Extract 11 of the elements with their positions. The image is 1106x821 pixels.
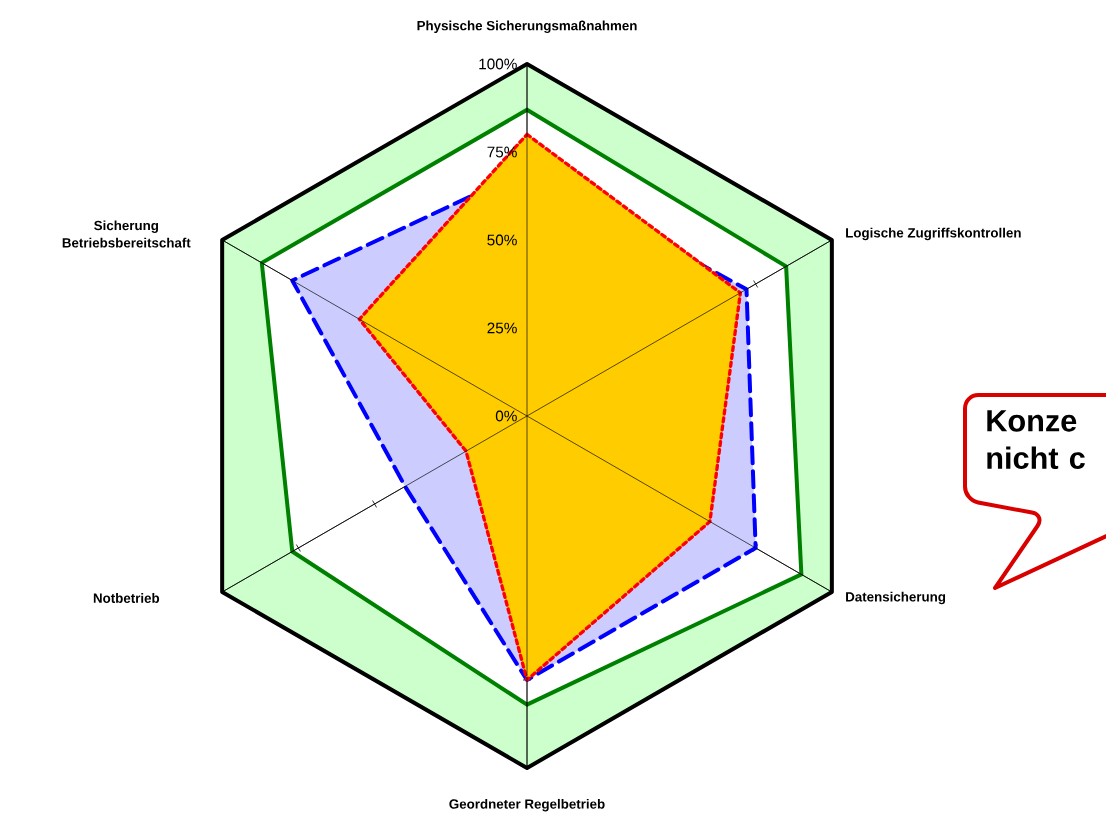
y-tick-label: 25% (487, 322, 517, 334)
text: Konze nicht c (987, 410, 1085, 469)
spoke-label: Datensicherung (846, 591, 946, 605)
spoke-label: Geordneter Regelbetrieb (449, 798, 605, 812)
spoke-label: Logische Zugriffskontrollen (846, 227, 1021, 241)
y-tick-label: 0% (495, 410, 517, 422)
spoke-label: Notbetrieb (93, 593, 160, 603)
y-tick-label: 50% (487, 234, 517, 246)
spoke-label: Physische Sicherungsmaßnahmen (417, 20, 637, 34)
y-tick-label: 100% (479, 58, 517, 70)
spoke-label: Sicherung Betriebsbereitschaft (62, 220, 191, 248)
